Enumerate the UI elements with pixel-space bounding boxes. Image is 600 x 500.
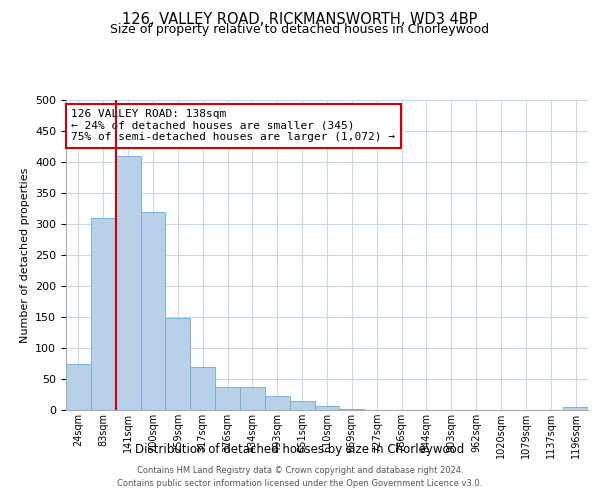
Text: Contains HM Land Registry data © Crown copyright and database right 2024.
Contai: Contains HM Land Registry data © Crown c…	[118, 466, 482, 487]
Text: 126 VALLEY ROAD: 138sqm
← 24% of detached houses are smaller (345)
75% of semi-d: 126 VALLEY ROAD: 138sqm ← 24% of detache…	[71, 110, 395, 142]
Bar	[290, 402, 314, 410]
Bar	[91, 218, 116, 410]
Text: Distribution of detached houses by size in Chorleywood: Distribution of detached houses by size …	[136, 442, 464, 456]
Y-axis label: Number of detached properties: Number of detached properties	[20, 168, 29, 342]
Text: 126, VALLEY ROAD, RICKMANSWORTH, WD3 4BP: 126, VALLEY ROAD, RICKMANSWORTH, WD3 4BP	[122, 12, 478, 28]
Bar	[314, 406, 340, 410]
Bar	[166, 318, 190, 410]
Text: Size of property relative to detached houses in Chorleywood: Size of property relative to detached ho…	[110, 22, 490, 36]
Bar	[116, 156, 140, 410]
Bar	[66, 364, 91, 410]
Bar	[240, 387, 265, 410]
Bar	[140, 212, 166, 410]
Bar	[265, 396, 290, 410]
Bar	[215, 387, 240, 410]
Bar	[190, 366, 215, 410]
Bar	[563, 407, 588, 410]
